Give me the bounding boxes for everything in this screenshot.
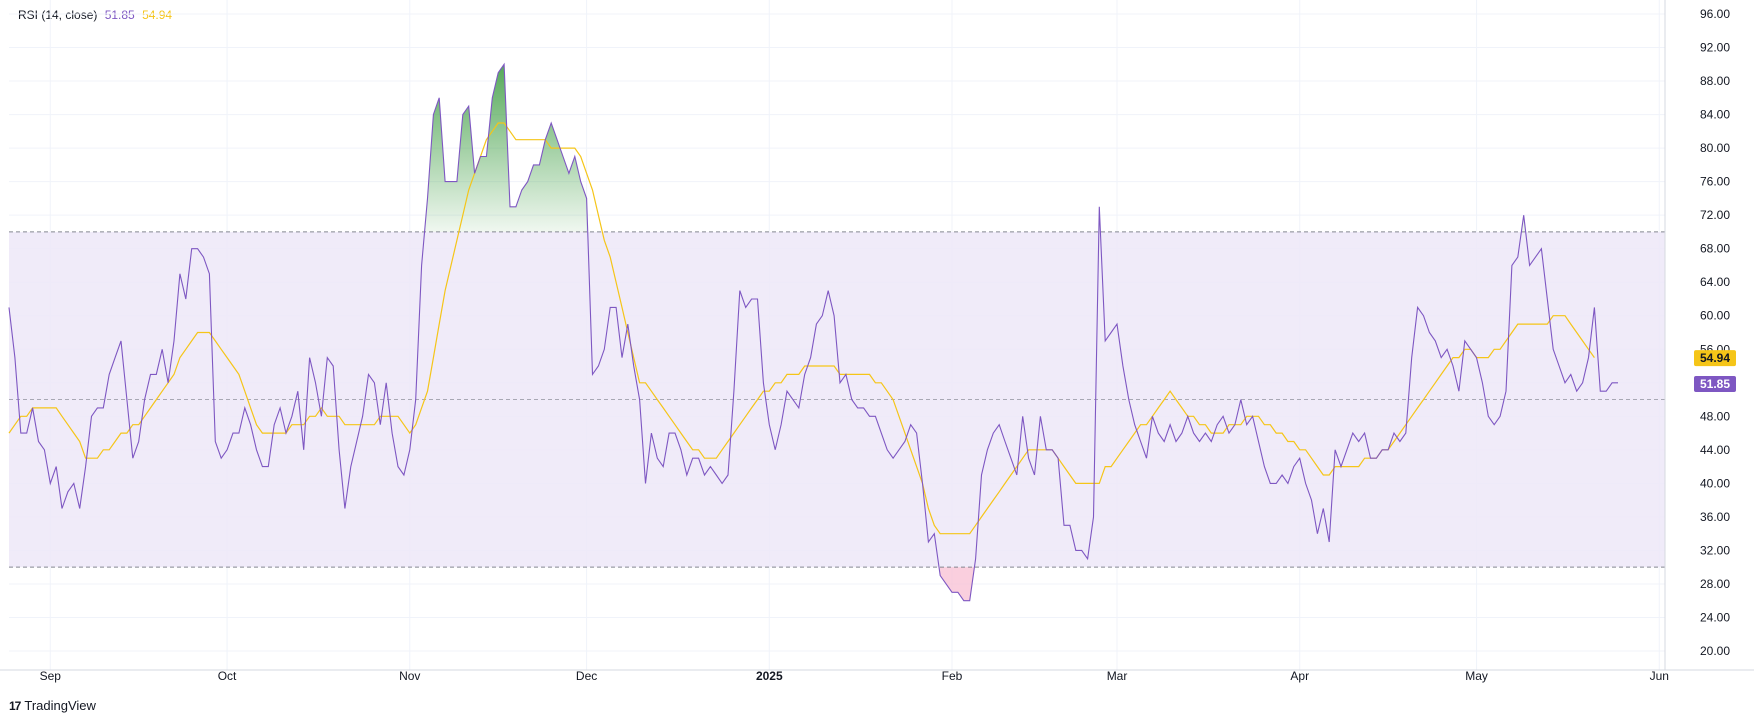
- y-tick-label: 92.00: [1700, 41, 1730, 55]
- band-lines: [9, 231, 1665, 568]
- y-tick-label: 44.00: [1700, 443, 1730, 457]
- x-tick-label: Apr: [1290, 669, 1309, 683]
- ma-value-badge: 54.94: [1700, 351, 1730, 365]
- rsi-value-badge: 51.85: [1700, 377, 1730, 391]
- price-axis[interactable]: 96.00 92.00 88.00 84.00 80.00 76.00 72.00 68.00…: [1700, 7, 1730, 658]
- y-tick-label: 36.00: [1700, 510, 1730, 524]
- rsi-line[interactable]: [8, 62, 1618, 602]
- x-tick-label: Sep: [40, 669, 62, 683]
- y-tick-label: 64.00: [1700, 275, 1730, 289]
- y-tick-label: 80.00: [1700, 141, 1730, 155]
- x-tick-label: 2025: [756, 669, 783, 683]
- overbought-oversold-fills: [424, 64, 1526, 601]
- chart-legend: RSI (14, close) 51.85 54.94: [18, 8, 172, 22]
- brand-name: TradingView: [24, 698, 96, 713]
- x-tick-label: Jun: [1650, 669, 1669, 683]
- y-tick-label: 48.00: [1700, 409, 1730, 423]
- overbought-fill: [424, 64, 1526, 232]
- x-tick-label: Dec: [576, 669, 597, 683]
- y-tick-label: 28.00: [1700, 577, 1730, 591]
- x-tick-label: Mar: [1107, 669, 1128, 683]
- y-tick-label: 76.00: [1700, 175, 1730, 189]
- x-tick-label: Nov: [399, 669, 420, 683]
- y-tick-label: 84.00: [1700, 108, 1730, 122]
- y-tick-label: 20.00: [1700, 644, 1730, 658]
- x-tick-label: Feb: [942, 669, 963, 683]
- y-tick-label: 68.00: [1700, 242, 1730, 256]
- oversold-fill: [939, 567, 975, 601]
- time-axis[interactable]: Sep Oct Nov Dec 2025 Feb Mar Apr May Jun: [40, 669, 1669, 683]
- y-tick-label: 32.00: [1700, 543, 1730, 557]
- legend-rsi-value: 51.85: [104, 8, 135, 22]
- y-tick-label: 60.00: [1700, 309, 1730, 323]
- y-tick-label: 88.00: [1700, 74, 1730, 88]
- y-tick-label: 40.00: [1700, 476, 1730, 490]
- legend-label: RSI (14, close): [18, 8, 98, 22]
- value-badges: 54.94 51.85: [1694, 350, 1736, 393]
- rsi-chart[interactable]: 96.00 92.00 88.00 84.00 80.00 76.00 72.00 68.00…: [0, 0, 1754, 690]
- rsi-value-badge-bg: [1694, 376, 1736, 393]
- ma-value-badge-bg: [1694, 350, 1736, 367]
- y-tick-label: 72.00: [1700, 208, 1730, 222]
- x-tick-label: Oct: [218, 669, 237, 683]
- y-tick-label: 96.00: [1700, 7, 1730, 21]
- y-tick-label: 24.00: [1700, 610, 1730, 624]
- legend-ma-value: 54.94: [142, 8, 173, 22]
- tradingview-brand[interactable]: 17 TradingView: [9, 698, 96, 713]
- x-tick-label: May: [1465, 669, 1488, 683]
- tradingview-logo-icon: 17: [9, 698, 21, 713]
